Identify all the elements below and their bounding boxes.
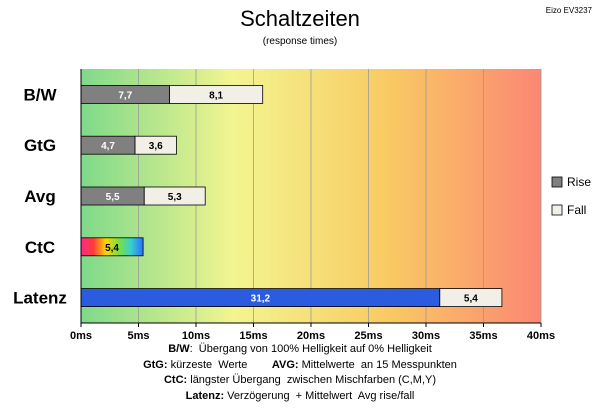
bar-label-fall: 5,3: [168, 192, 182, 203]
bars: 7,7 8,1 4,7 3,6 5,5 5,3 5,4 31,2 5,4: [80, 85, 503, 308]
bar-label-rise: 5,5: [106, 192, 120, 203]
x-tick-label: 15ms: [239, 330, 267, 342]
footnote-text: längster Übergang zwischen Mischfarben (…: [187, 374, 437, 386]
grid-lines: [80, 69, 542, 323]
category-label: Avg: [24, 187, 56, 206]
footnote-line: Latenz: Verzögerung + Mittelwert Avg ris…: [0, 389, 600, 405]
footnote-line: B/W: Übergang von 100% Helligkeit auf 0%…: [0, 342, 600, 358]
bar-label-fall: 5,4: [464, 294, 478, 305]
legend-label: Fall: [567, 203, 586, 217]
footnote-text: : Übergang von 100% Helligkeit auf 0% He…: [189, 343, 432, 355]
legend: Rise Fall: [551, 175, 591, 217]
chart-subtitle: (response times): [262, 36, 338, 47]
bar-label-fall: 3,6: [149, 141, 163, 152]
bar-fall: [439, 288, 503, 308]
x-tick-label: 20ms: [297, 330, 325, 342]
x-tick-label: 40ms: [527, 330, 555, 342]
footnote-line: CtC: längster Übergang zwischen Mischfar…: [0, 373, 600, 389]
bar-fall: [143, 186, 206, 206]
bar-label-rise: 5,4: [105, 243, 119, 254]
bar-label-rise: 4,7: [101, 141, 115, 152]
x-tick-label: 5ms: [127, 330, 149, 342]
model-label: Eizo EV3237: [545, 6, 592, 15]
footnote-text: kürzeste Werte: [167, 358, 272, 371]
category-label: Latenz: [13, 289, 67, 308]
bar-label-rise: 31,2: [251, 294, 271, 305]
bar-fall: [134, 135, 177, 155]
footnote-line: GtG: kürzeste Werte AVG: Mittelwerte an …: [0, 358, 600, 374]
bar-label-fall: 8,1: [209, 90, 223, 101]
footnote-term: Latenz:: [185, 389, 225, 402]
x-tick-label: 0ms: [70, 330, 92, 342]
footnote-term: GtG:: [143, 358, 168, 371]
bar-chart: 7,7 8,1 4,7 3,6 5,5 5,3 5,4 31,2 5,4 0ms 5ms 10ms 1…: [13, 69, 591, 342]
legend-swatch: [551, 176, 563, 188]
footnote-term: CtC:: [163, 374, 188, 386]
footnote-text: Mittelwerte an 15 Messpunkten: [298, 358, 457, 371]
footnote-text: Verzögerung + Mittelwert Avg rise/fall: [224, 389, 415, 402]
x-tick-label: 10ms: [182, 330, 210, 342]
x-tick-label: 30ms: [412, 330, 440, 342]
footnote-term: B/W: [168, 343, 190, 355]
bar-fall: [169, 85, 264, 104]
category-label: CtC: [25, 238, 55, 257]
legend-label: Rise: [567, 175, 591, 189]
category-label: GtG: [24, 136, 56, 155]
x-tick-label: 35ms: [469, 330, 497, 342]
x-tick-label: 25ms: [354, 330, 382, 342]
chart-title: Schaltzeiten: [240, 6, 360, 31]
legend-swatch: [551, 204, 563, 216]
footnote-term: AVG:: [271, 358, 299, 371]
x-axis: 0ms 5ms 10ms 15ms 20ms 25ms 30ms 35ms 40ms: [70, 69, 555, 342]
category-labels: B/W GtG Avg CtC Latenz: [13, 85, 67, 307]
footnotes: B/W: Übergang von 100% Helligkeit auf 0%…: [0, 342, 600, 404]
bar-label-rise: 7,7: [118, 90, 132, 101]
category-label: B/W: [23, 85, 57, 104]
